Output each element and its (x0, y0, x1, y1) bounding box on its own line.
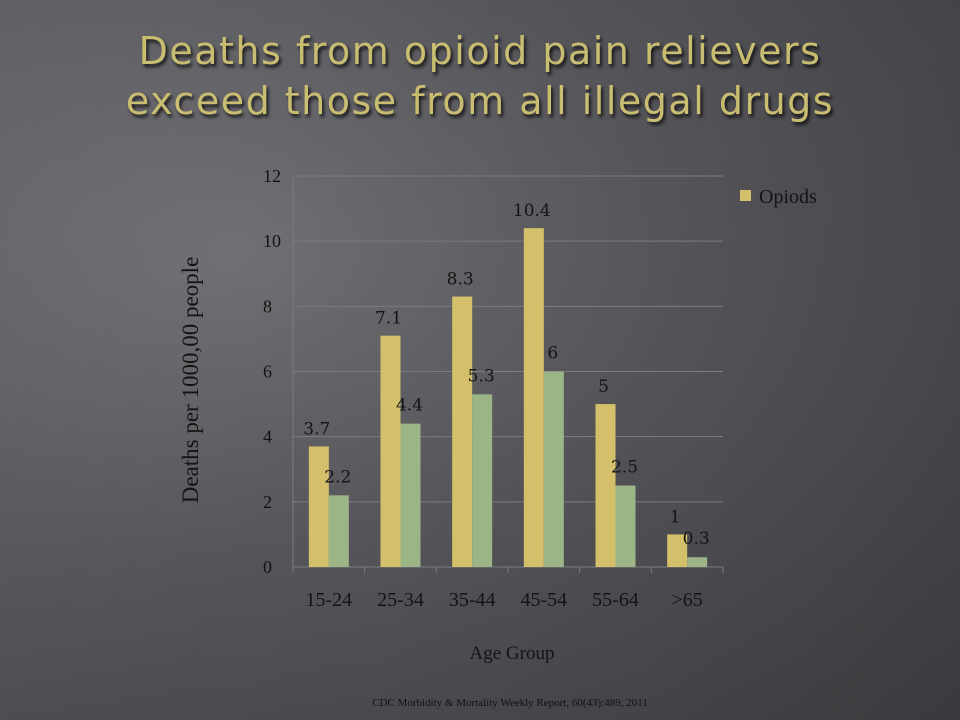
x-tick-label: >65 (672, 589, 703, 611)
y-tick-label: 8 (263, 296, 272, 316)
x-axis-label: Age Group (470, 643, 555, 664)
y-tick-label: 12 (263, 166, 281, 186)
y-tick-label: 10 (263, 231, 281, 251)
x-tick-label: 35-44 (449, 589, 496, 611)
bar-opiods (667, 534, 688, 567)
bar-opiods (523, 228, 544, 567)
data-label: 4.4 (396, 396, 423, 416)
data-label: 2.5 (611, 458, 638, 478)
bar-series-2 (687, 557, 708, 567)
bar-series-2 (615, 485, 636, 567)
bar-opiods (595, 404, 616, 567)
grid-lines (292, 175, 724, 573)
x-tick-label: 25-34 (377, 589, 424, 611)
y-axis-label: Deaths per 1000,00 people (178, 257, 203, 504)
legend: Opiods (740, 186, 817, 208)
bar-series-2 (472, 394, 493, 567)
bar-series-2 (543, 371, 564, 567)
data-label: 8.3 (447, 270, 474, 290)
data-label: 1 (670, 507, 681, 527)
x-tick-label: 15-24 (305, 589, 352, 611)
data-label: 5.3 (468, 366, 495, 386)
axis-ticks: 0 2 4 6 8 10 12 15-24 25-34 35-44 45-54 55-64 >65 (263, 166, 703, 611)
bar-opiods (380, 335, 401, 567)
x-tick-label: 55-64 (592, 589, 639, 611)
bar-series-2 (400, 423, 421, 567)
source-citation: CDC Morbidity & Mortality Weekly Report,… (372, 697, 648, 709)
data-label: 5 (598, 377, 609, 397)
slide-title-line-1: Deaths from opioid pain relievers (138, 29, 822, 73)
data-labels: 3.7 7.1 8.3 10.4 5 1 2.2 4.4 5.3 6 2.5 0.3 (303, 201, 709, 549)
slide-title: Deaths from opioid pain relievers exceed… (40, 26, 920, 126)
data-label: 3.7 (303, 419, 330, 439)
y-tick-label: 6 (263, 362, 272, 382)
data-label: 6 (547, 344, 558, 364)
bar-opiods (308, 446, 329, 567)
y-tick-label: 4 (263, 427, 272, 447)
y-tick-label: 2 (263, 492, 272, 512)
data-label: 7.1 (375, 309, 402, 329)
x-tick-label: 45-54 (520, 589, 567, 611)
slide-title-line-2: exceed those from all illegal drugs (125, 79, 835, 123)
bar-opiods (452, 296, 473, 567)
data-label: 10.4 (513, 201, 551, 221)
data-label: 0.3 (683, 529, 710, 549)
y-tick-label: 0 (263, 557, 272, 577)
bar-series-2 (328, 495, 349, 567)
data-label: 2.2 (324, 467, 351, 487)
bars (308, 228, 708, 567)
legend-swatch-opiods (740, 190, 751, 201)
legend-label-opiods: Opiods (759, 186, 817, 208)
